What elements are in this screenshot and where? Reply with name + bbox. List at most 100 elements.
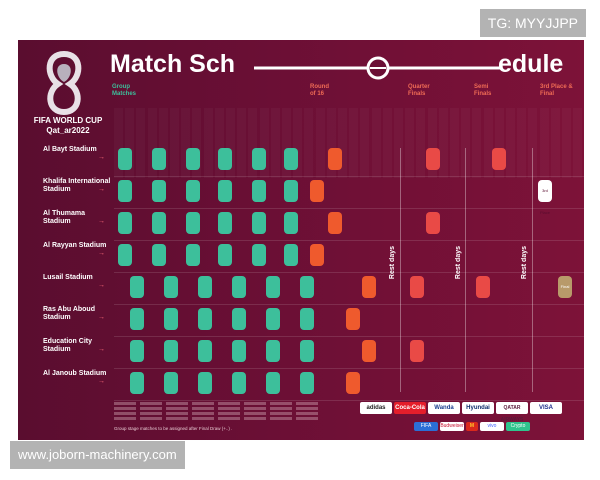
stage-qf-label: Quarter Finals — [408, 84, 430, 97]
matrix-cell — [296, 402, 318, 405]
row-arrow-icon: → — [98, 218, 105, 225]
date-column — [517, 108, 526, 178]
group-match-chip — [118, 212, 132, 234]
matrix-cell — [270, 402, 292, 405]
r16-match-chip — [328, 212, 342, 234]
group-match-chip — [164, 308, 178, 330]
row-divider — [114, 272, 584, 273]
matrix-cell — [140, 407, 162, 410]
row-divider — [114, 176, 584, 177]
matrix-cell — [218, 407, 240, 410]
sf-match-chip — [476, 276, 490, 298]
group-match-chip — [232, 276, 246, 298]
row-divider — [114, 304, 584, 305]
group-match-chip — [130, 340, 144, 362]
group-match-chip — [284, 148, 298, 170]
matrix-cell — [114, 402, 136, 405]
group-match-chip — [232, 308, 246, 330]
row-divider — [114, 208, 584, 209]
matrix-cell — [218, 402, 240, 405]
row-divider — [114, 336, 584, 337]
r16-match-chip — [328, 148, 342, 170]
date-column — [551, 108, 560, 178]
third-place-label: 3rd Place — [539, 188, 550, 215]
group-match-chip — [252, 180, 266, 202]
sponsor-adidas: adidas — [360, 402, 392, 414]
date-column — [304, 108, 313, 178]
fifa-world-cup-logo: FIFA WORLD CUP Qat_ar2022 — [24, 50, 104, 142]
matrix-cell — [244, 417, 266, 420]
rest-days-label-3: Rest days — [521, 246, 528, 280]
rest-divider-3 — [532, 148, 533, 392]
group-match-chip — [164, 276, 178, 298]
watermark-top: TG: MYYJJPP — [479, 9, 586, 37]
group-match-chip — [252, 244, 266, 266]
sponsor-vivo: vivo — [480, 422, 504, 431]
qf-match-chip — [410, 340, 424, 362]
group-match-chip — [218, 148, 232, 170]
rest-days-label-2: Rest days — [455, 246, 462, 280]
group-match-chip — [130, 372, 144, 394]
matrix-cell — [140, 417, 162, 420]
sponsor-mcdonalds: M — [466, 422, 478, 431]
row-arrow-icon: → — [98, 154, 105, 161]
rest-divider-1 — [400, 148, 401, 392]
group-match-chip — [252, 212, 266, 234]
date-column — [506, 108, 515, 178]
sf-match-chip — [492, 148, 506, 170]
logo-text: FIFA WORLD CUP Qat_ar2022 — [33, 116, 103, 135]
date-column — [271, 108, 280, 178]
group-match-chip — [164, 340, 178, 362]
stadium-label: Khalifa International Stadium — [43, 178, 111, 193]
group-match-chip — [232, 340, 246, 362]
date-column — [394, 108, 403, 178]
matrix-cell — [192, 417, 214, 420]
date-column — [540, 108, 549, 178]
r16-match-chip — [362, 340, 376, 362]
group-match-chip — [118, 244, 132, 266]
final-label: Final — [560, 284, 570, 289]
matrix-cell — [192, 402, 214, 405]
stadium-label: Education City Stadium — [43, 338, 93, 353]
row-divider — [114, 240, 584, 241]
final-chip: Final — [558, 276, 572, 298]
row-arrow-icon: → — [98, 378, 105, 385]
qf-match-chip — [410, 276, 424, 298]
stage-r16-label: Round of 16 — [310, 84, 329, 97]
sponsor-coca-cola: Coca-Cola — [394, 402, 426, 414]
r16-match-chip — [346, 308, 360, 330]
group-match-chip — [300, 340, 314, 362]
row-arrow-icon: → — [98, 314, 105, 321]
group-match-chip — [300, 308, 314, 330]
matrix-cell — [114, 417, 136, 420]
r16-match-chip — [346, 372, 360, 394]
group-match-chip — [198, 276, 212, 298]
matrix-cell — [244, 402, 266, 405]
date-column — [316, 108, 325, 178]
date-column — [416, 108, 425, 178]
matrix-cell — [140, 402, 162, 405]
row-arrow-icon: → — [98, 250, 105, 257]
rest-divider-2 — [465, 148, 466, 392]
group-fixture-matrix — [114, 402, 334, 428]
matrix-cell — [166, 407, 188, 410]
group-match-chip — [152, 212, 166, 234]
group-match-chip — [130, 308, 144, 330]
sponsor-fifa: FIFA — [414, 422, 438, 431]
group-match-chip — [186, 244, 200, 266]
group-match-chip — [186, 148, 200, 170]
group-match-chip — [164, 372, 178, 394]
row-arrow-icon: → — [98, 282, 105, 289]
matrix-cell — [192, 412, 214, 415]
sponsor-crypto: Crypto — [506, 422, 530, 431]
matrix-cell — [166, 412, 188, 415]
row-arrow-icon: → — [98, 346, 105, 353]
date-column — [237, 108, 246, 178]
group-match-chip — [152, 180, 166, 202]
group-match-chip — [118, 180, 132, 202]
stadium-label: Al Rayyan Stadium — [43, 242, 107, 249]
sponsor-qatar-airways: QATAR AIRWAYS — [496, 402, 528, 423]
group-match-chip — [152, 244, 166, 266]
date-column — [170, 108, 179, 178]
watermark-bottom: www.joborn-machinery.com — [10, 441, 185, 469]
